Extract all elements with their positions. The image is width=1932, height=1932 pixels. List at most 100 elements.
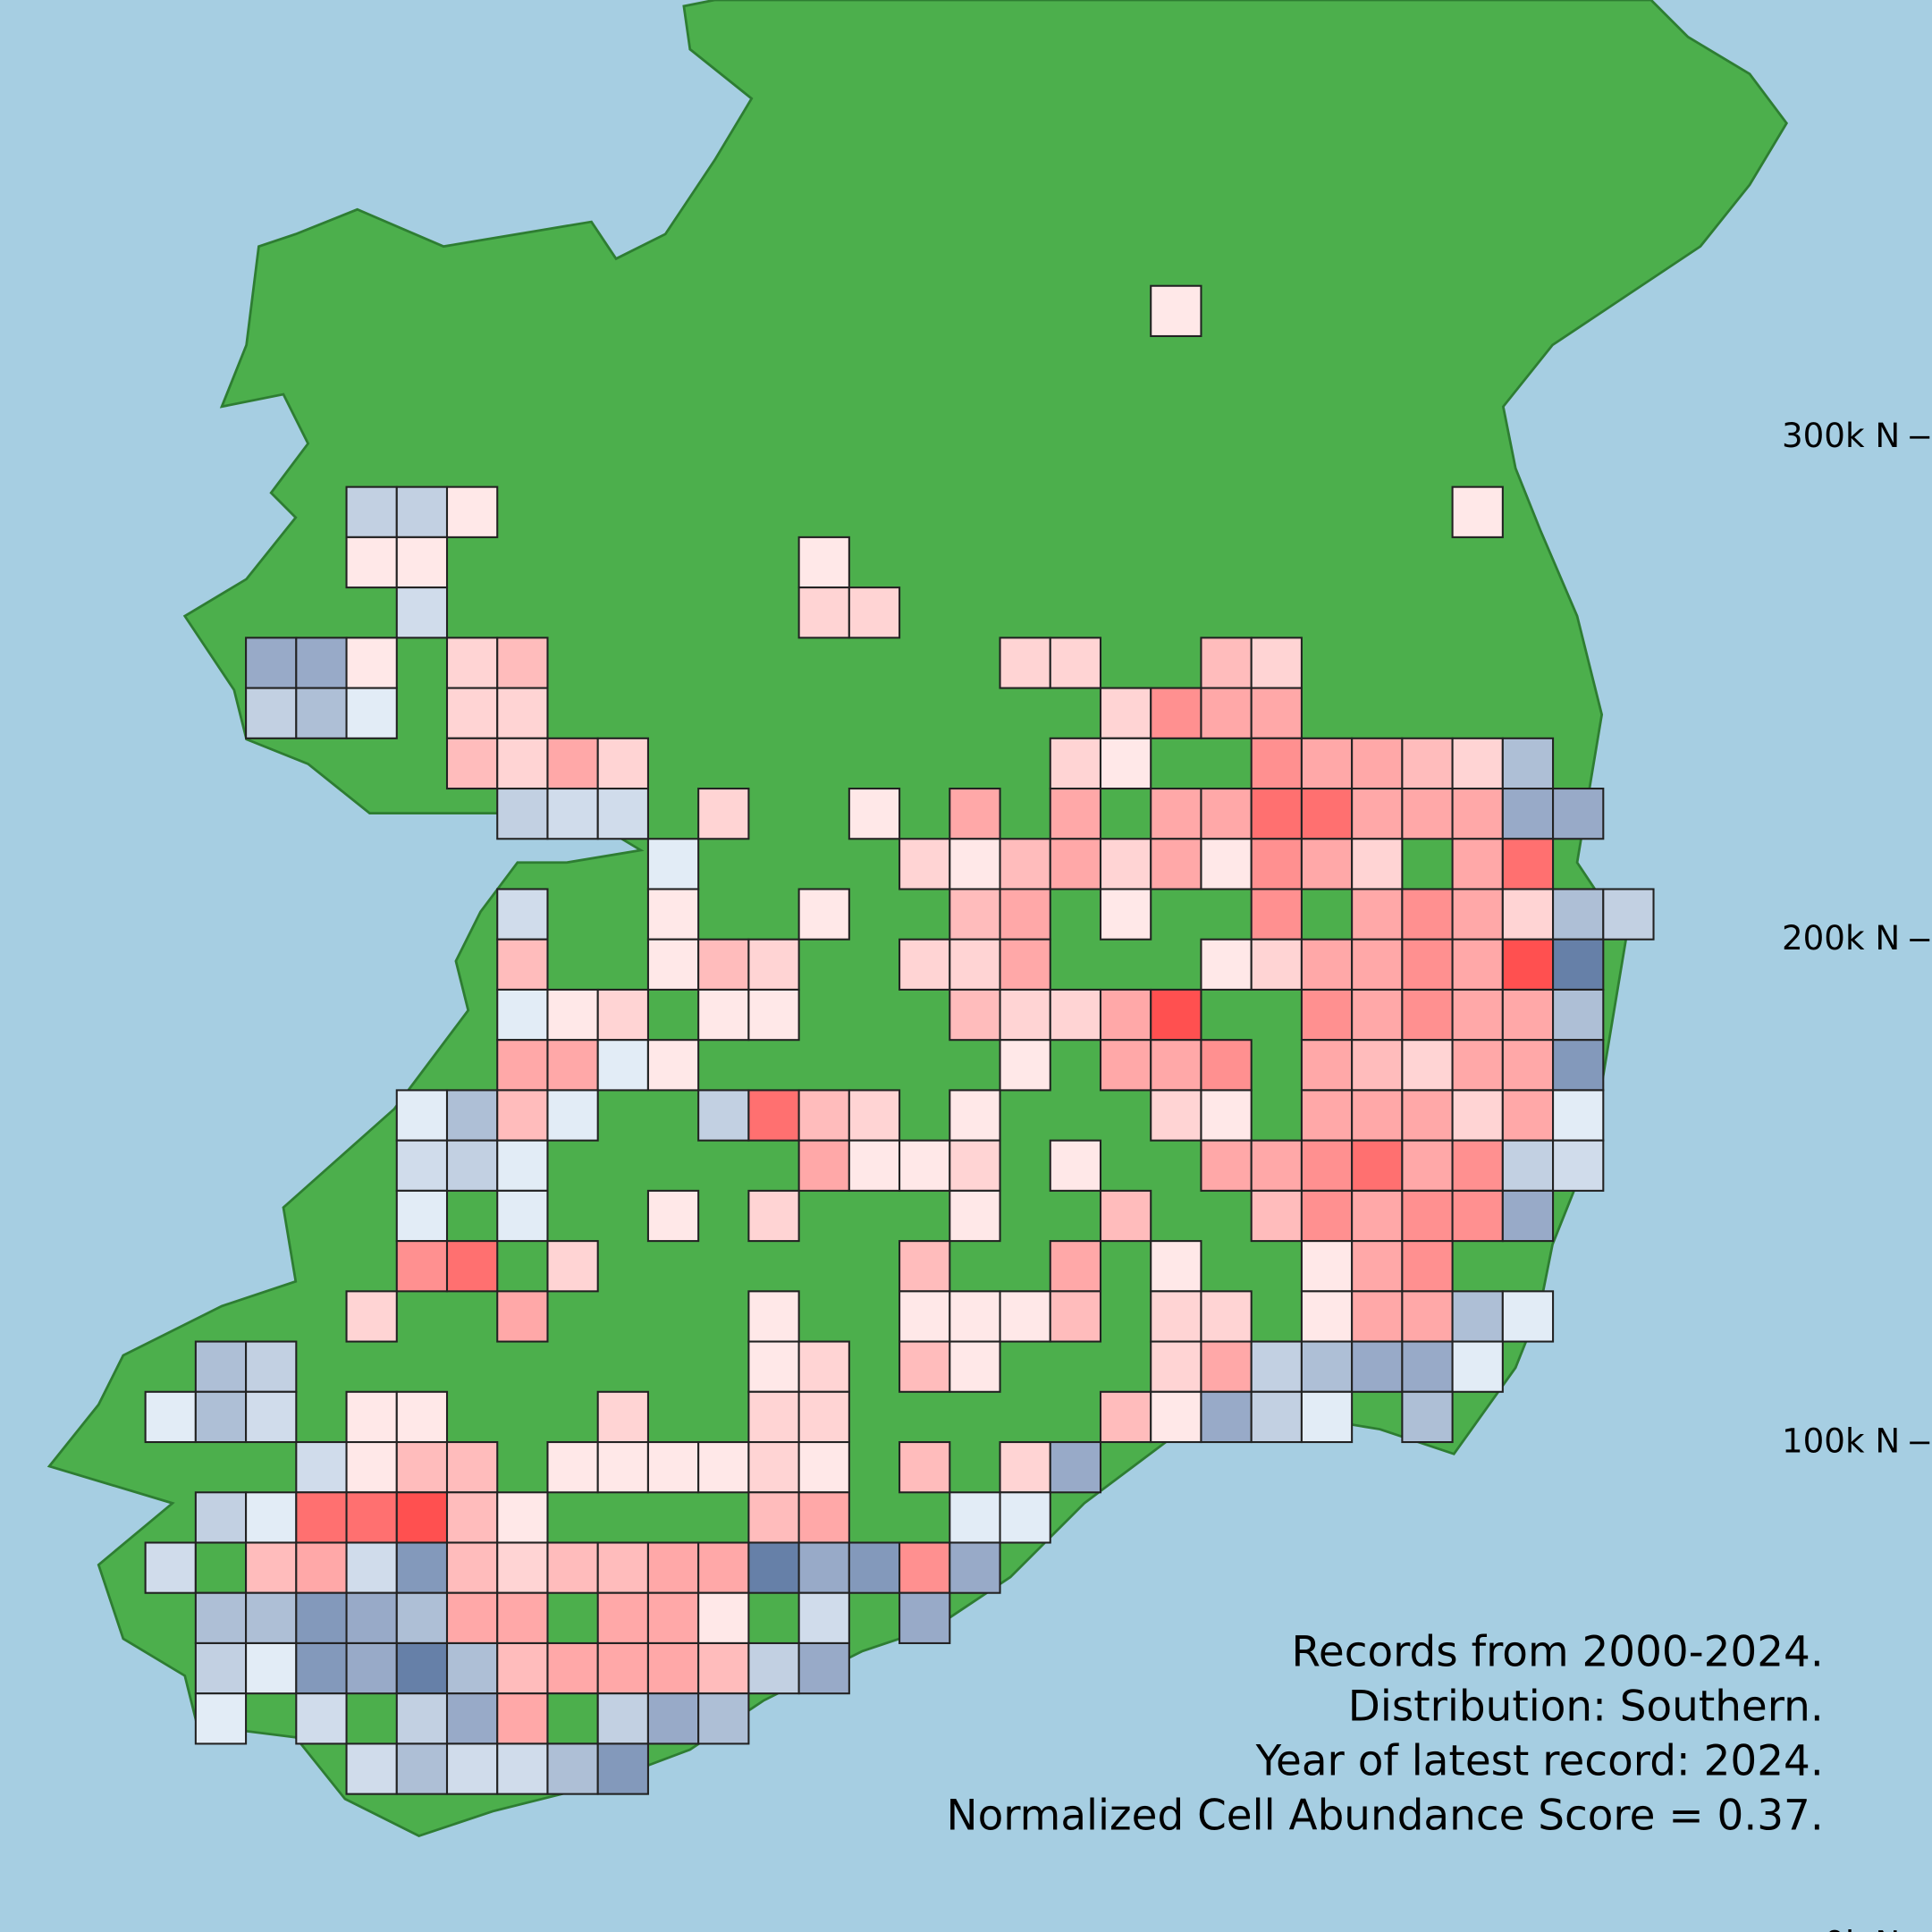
grid-cell — [496, 988, 549, 1042]
grid-cell — [1401, 938, 1454, 991]
grid-cell — [496, 1290, 549, 1343]
grid-cell — [1049, 1240, 1102, 1293]
grid-cell — [1401, 1390, 1454, 1444]
grid-cell — [899, 838, 951, 890]
grid-cell — [496, 687, 549, 739]
grid-cell — [1150, 1290, 1202, 1343]
grid-cell — [747, 1290, 800, 1343]
grid-cell — [546, 988, 599, 1042]
grid-cell — [1401, 1189, 1454, 1243]
grid-cell — [697, 1692, 750, 1745]
grid-cell — [1200, 637, 1253, 689]
grid-cell — [295, 1692, 348, 1745]
grid-cell — [345, 1390, 398, 1444]
grid-cell — [395, 1390, 449, 1444]
grid-cell — [1401, 988, 1454, 1042]
grid-cell — [1049, 1440, 1102, 1494]
grid-cell — [345, 1440, 398, 1494]
grid-cell — [999, 988, 1051, 1042]
grid-cell — [1401, 1139, 1454, 1192]
grid-cell — [596, 1591, 649, 1644]
grid-cell — [1401, 1240, 1454, 1293]
grid-cell — [1200, 938, 1253, 991]
grid-cell — [797, 1390, 850, 1444]
grid-cell — [1049, 637, 1102, 689]
grid-cell — [596, 1390, 649, 1444]
grid-cell — [999, 637, 1051, 689]
grid-cell — [596, 1692, 649, 1745]
grid-cell — [194, 1692, 248, 1745]
grid-cell — [1049, 788, 1102, 840]
grid-cell — [1351, 1139, 1404, 1192]
grid-cell — [596, 1742, 649, 1795]
grid-cell — [1351, 1039, 1404, 1092]
grid-cell — [1501, 938, 1555, 991]
grid-cell — [445, 1440, 499, 1494]
grid-cell — [646, 1591, 700, 1644]
grid-cell — [646, 1541, 700, 1594]
grid-cell — [1200, 1340, 1253, 1393]
grid-cell — [1451, 988, 1504, 1042]
grid-cell — [1250, 938, 1303, 991]
grid-cell — [1501, 1290, 1555, 1343]
grid-cell — [797, 1340, 850, 1393]
grid-cell — [747, 1641, 800, 1695]
grid-cell — [899, 1541, 951, 1594]
tick-label: 0k N — [1824, 1924, 1900, 1932]
grid-cell — [899, 1240, 951, 1293]
grid-cell — [496, 737, 549, 790]
tick-label: 100k N — [1782, 1421, 1900, 1460]
grid-cell — [1451, 838, 1504, 890]
grid-cell — [1351, 938, 1404, 991]
grid-cell — [999, 838, 1051, 890]
grid-cell — [546, 1240, 599, 1293]
grid-cell — [194, 1541, 248, 1594]
grid-cell — [1351, 988, 1404, 1042]
grid-cell — [1250, 1139, 1303, 1192]
grid-cell — [949, 988, 1001, 1042]
grid-cell — [445, 737, 499, 790]
grid-cell — [345, 637, 398, 689]
grid-cell — [1451, 788, 1504, 840]
grid-cell — [496, 637, 549, 689]
grid-cell — [546, 737, 599, 790]
grid-cell — [949, 888, 1001, 941]
grid-cell — [1451, 938, 1504, 991]
grid-cell — [1099, 838, 1152, 890]
grid-cell — [496, 938, 549, 991]
grid-cell — [1250, 737, 1303, 790]
grid-cell — [646, 1189, 700, 1243]
grid-cell — [1300, 938, 1354, 991]
grid-cell — [1200, 838, 1253, 890]
grid-cell — [395, 536, 449, 589]
grid-cell — [295, 637, 348, 689]
grid-cell — [899, 938, 951, 991]
grid-cell — [848, 1089, 901, 1142]
grid-cell — [747, 1491, 800, 1544]
grid-cell — [1200, 788, 1253, 840]
grid-cell — [1351, 788, 1404, 840]
grid-cell — [1099, 737, 1152, 790]
grid-cell — [697, 1541, 750, 1594]
grid-cell — [546, 1089, 599, 1142]
grid-cell — [1150, 1390, 1202, 1444]
grid-cell — [747, 988, 800, 1042]
grid-cell — [848, 1541, 901, 1594]
grid-cell — [1250, 1340, 1303, 1393]
grid-cell — [245, 637, 298, 689]
grid-cell — [1300, 1340, 1354, 1393]
grid-cell — [1250, 1390, 1303, 1444]
grid-cell — [245, 687, 298, 739]
grid-cell — [1300, 1189, 1354, 1243]
grid-cell — [1049, 1290, 1102, 1343]
grid-cell — [949, 1290, 1001, 1343]
grid-cell — [345, 1591, 398, 1644]
grid-cell — [797, 586, 850, 639]
grid-cell — [1300, 988, 1354, 1042]
grid-cell — [596, 788, 649, 840]
grid-cell — [797, 1641, 850, 1695]
grid-cell — [797, 1440, 850, 1494]
grid-cell — [496, 1491, 549, 1544]
grid-cell — [1300, 737, 1354, 790]
grid-cell — [1200, 1139, 1253, 1192]
